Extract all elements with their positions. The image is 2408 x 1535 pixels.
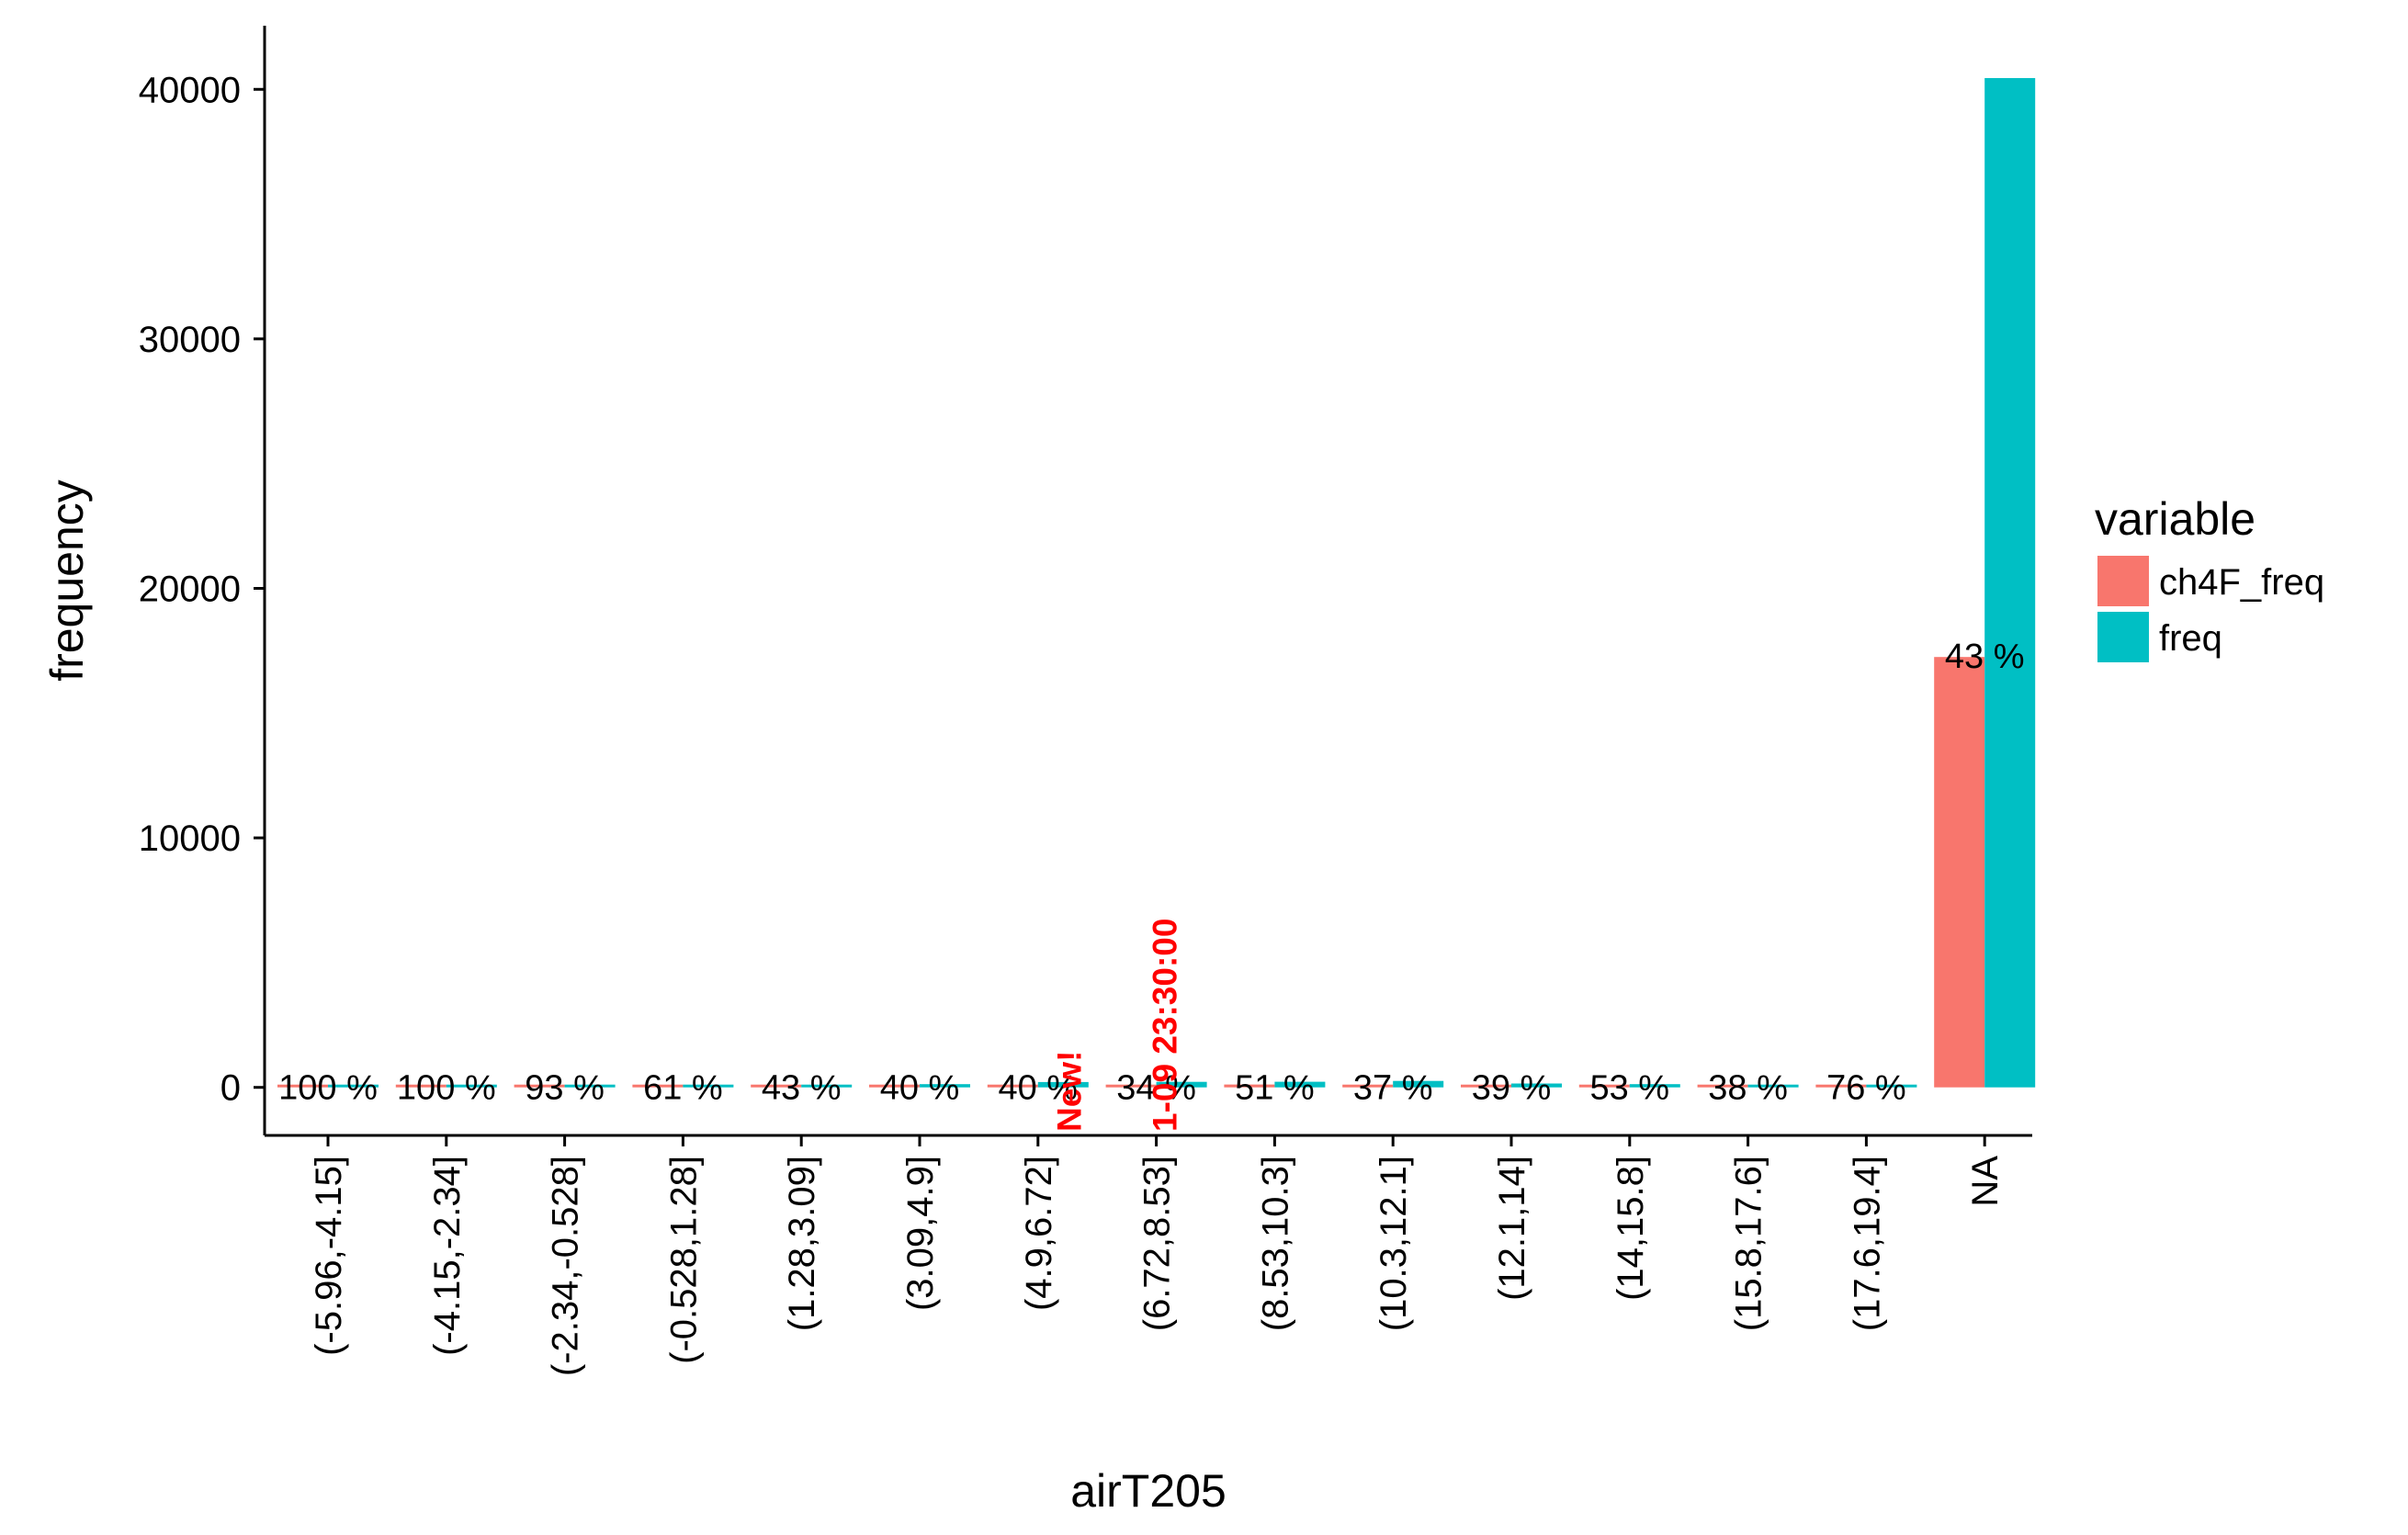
x-tick-label-13: (17.6,19.4]	[1847, 1156, 1887, 1331]
bar-freq-9	[1393, 1080, 1444, 1088]
bar-ch4F_freq-2	[514, 1084, 565, 1088]
x-tick-label-1: (-4.15,-2.34]	[427, 1156, 468, 1356]
bar-freq-14	[1984, 78, 2036, 1088]
x-tick-label-9: (10.3,12.1]	[1374, 1156, 1414, 1331]
y-tick-label-0: 0	[220, 1068, 241, 1109]
bar-freq-5	[920, 1084, 970, 1088]
bar-freq-2	[564, 1084, 616, 1088]
bar-label-0: 100 %	[278, 1069, 378, 1108]
annotation-1: 1-09 23:30:00	[1147, 919, 1184, 1132]
y-tick-label-1: 10000	[139, 818, 241, 859]
bar-freq-8	[1274, 1081, 1326, 1088]
bar-freq-3	[683, 1084, 734, 1088]
bar-ch4F_freq-14	[1934, 657, 1985, 1088]
x-tick-label-6: (4.9,6.72]	[1019, 1156, 1059, 1311]
legend-title: variable	[2095, 493, 2255, 545]
x-tick-label-8: (8.53,10.3]	[1255, 1156, 1295, 1331]
bar-label-8: 51 %	[1235, 1069, 1315, 1108]
bar-ch4F_freq-5	[869, 1084, 920, 1088]
bar-ch4F_freq-4	[751, 1084, 802, 1088]
y-tick-label-3: 30000	[139, 320, 241, 360]
x-tick-label-7: (6.72,8.53]	[1137, 1156, 1178, 1331]
annotation-0: New!	[1051, 1051, 1089, 1132]
bar-label-10: 39 %	[1472, 1069, 1552, 1108]
bar-freq-13	[1866, 1084, 1917, 1088]
bar-label-11: 53 %	[1589, 1069, 1669, 1108]
bar-ch4F_freq-13	[1815, 1084, 1867, 1088]
y-axis-title: frequency	[41, 480, 93, 682]
legend-key-freq	[2097, 612, 2149, 662]
bar-ch4F_freq-8	[1224, 1084, 1275, 1088]
bar-ch4F_freq-7	[1105, 1084, 1157, 1088]
bar-ch4F_freq-11	[1578, 1084, 1630, 1088]
x-tick-label-3: (-0.528,1.28]	[663, 1156, 704, 1364]
x-ticks: (-5.96,-4.15] (-4.15,-2.34] (-2.34,-0.528]…	[309, 1135, 2006, 1376]
x-tick-label-0: (-5.96,-4.15]	[309, 1156, 349, 1356]
bar-label-1: 100 %	[397, 1069, 496, 1108]
bar-freq-10	[1511, 1083, 1562, 1088]
bar-ch4F_freq-10	[1461, 1084, 1511, 1088]
y-ticks: 0 10000 20000 30000 40000	[139, 70, 265, 1109]
x-tick-label-2: (-2.34,-0.528]	[546, 1156, 586, 1376]
y-tick-label-2: 20000	[139, 569, 241, 609]
x-tick-label-5: (3.09,4.9]	[900, 1156, 941, 1311]
bar-freq-6	[1037, 1081, 1089, 1088]
legend-label-ch4F_freq: ch4F_freq	[2159, 562, 2324, 603]
bar-label-3: 61 %	[643, 1069, 723, 1108]
bar-label-6: 40 %	[998, 1069, 1078, 1108]
bar-ch4F_freq-9	[1342, 1084, 1394, 1088]
legend-key-ch4F_freq	[2097, 556, 2149, 606]
bar-freq-1	[446, 1084, 497, 1088]
bar-label-12: 38 %	[1708, 1069, 1788, 1108]
legend: variable ch4F_freq freq	[2095, 493, 2324, 662]
bar-freq-0	[328, 1084, 379, 1088]
bar-freq-12	[1747, 1084, 1799, 1088]
bar-ch4F_freq-3	[632, 1084, 684, 1088]
bar-ch4F_freq-1	[395, 1084, 447, 1088]
bar-ch4F_freq-12	[1697, 1084, 1748, 1088]
annotations: New! 1-09 23:30:00	[1051, 919, 1184, 1132]
bar-label-9: 37 %	[1353, 1069, 1433, 1108]
bar-label-7: 34 %	[1116, 1069, 1196, 1108]
x-tick-label-11: (14,15.8]	[1611, 1156, 1651, 1301]
x-tick-label-4: (1.28,3.09]	[782, 1156, 822, 1331]
bar-label-13: 76 %	[1826, 1069, 1906, 1108]
x-tick-label-12: (15.8,17.6]	[1729, 1156, 1769, 1331]
bar-label-14: 43 %	[1945, 638, 2025, 676]
x-axis-title: airT205	[1070, 1465, 1227, 1517]
bar-freq-11	[1629, 1084, 1680, 1088]
bar-freq-4	[801, 1084, 853, 1088]
legend-label-freq: freq	[2159, 618, 2222, 659]
bar-ch4F_freq-6	[987, 1084, 1038, 1088]
x-tick-label-14: NA	[1965, 1156, 2006, 1207]
bar-label-2: 93 %	[525, 1069, 605, 1108]
bars-layer	[277, 78, 2036, 1088]
y-tick-label-4: 40000	[139, 70, 241, 110]
x-tick-label-10: (12.1,14]	[1492, 1156, 1532, 1301]
bar-freq-7	[1156, 1081, 1207, 1088]
bar-label-5: 40 %	[880, 1069, 960, 1108]
bar-ch4F_freq-0	[277, 1084, 328, 1088]
bar-labels: 100 % 100 % 93 % 61 % 43 % 40 % 40 % 34 % 51 % 37…	[278, 638, 2024, 1108]
bar-label-4: 43 %	[762, 1069, 842, 1108]
